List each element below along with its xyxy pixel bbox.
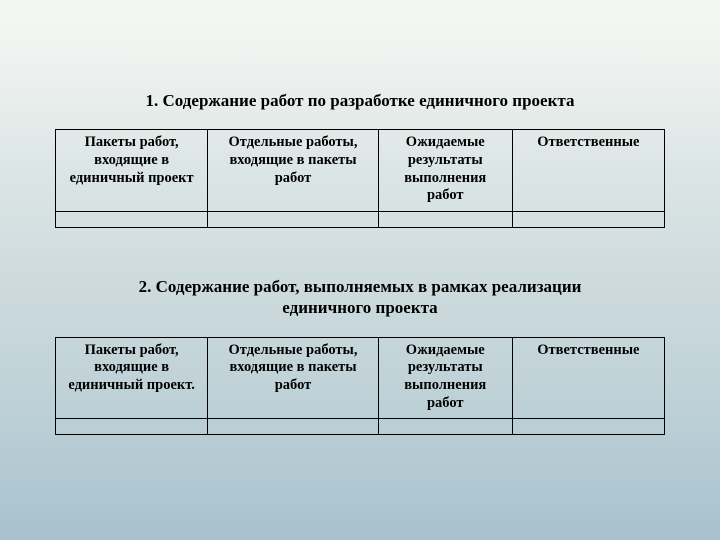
table-cell — [378, 419, 512, 435]
table-cell — [56, 419, 208, 435]
table-cell — [208, 419, 379, 435]
col-header: Отдельные работы, входящие в пакеты рабо… — [208, 337, 379, 419]
table-header-row: Пакеты работ, входящие в единичный проек… — [56, 337, 665, 419]
col-header: Ожидаемые результаты выполнения работ — [378, 130, 512, 212]
section2-table: Пакеты работ, входящие в единичный проек… — [55, 337, 665, 436]
table-row — [56, 419, 665, 435]
section1-table: Пакеты работ, входящие в единичный проек… — [55, 129, 665, 228]
table-cell — [512, 419, 664, 435]
section2-heading: 2. Содержание работ, выполняемых в рамка… — [55, 276, 665, 319]
table-cell — [56, 212, 208, 228]
table-cell — [378, 212, 512, 228]
col-header: Ответственные — [512, 337, 664, 419]
col-header: Отдельные работы, входящие в пакеты рабо… — [208, 130, 379, 212]
col-header: Пакеты работ, входящие в единичный проек… — [56, 337, 208, 419]
table-row — [56, 212, 665, 228]
table-cell — [512, 212, 664, 228]
col-header: Ответственные — [512, 130, 664, 212]
section1-heading: 1. Содержание работ по разработке единич… — [55, 90, 665, 111]
table-header-row: Пакеты работ, входящие в единичный проек… — [56, 130, 665, 212]
table-cell — [208, 212, 379, 228]
col-header: Пакеты работ, входящие в единичный проек… — [56, 130, 208, 212]
col-header: Ожидаемые результаты выполнения работ — [378, 337, 512, 419]
